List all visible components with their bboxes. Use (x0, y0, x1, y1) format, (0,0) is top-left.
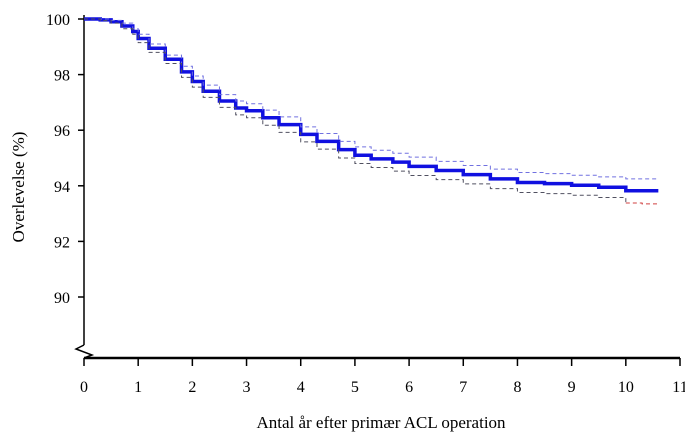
y-tick-label: 96 (54, 123, 70, 140)
axes (74, 15, 680, 360)
x-tick-label: 6 (405, 379, 413, 396)
y-ticks: 90 92 94 96 98 100 (46, 12, 84, 307)
x-tick-label: 8 (513, 379, 521, 396)
x-axis-title: Antal år efter primær ACL operation (256, 413, 506, 432)
x-tick-label: 11 (672, 379, 685, 396)
x-tick-label: 4 (297, 379, 305, 396)
x-tick-label: 3 (243, 379, 251, 396)
y-axis-title: Overlevelse (%) (9, 132, 28, 243)
y-tick-label: 100 (46, 12, 70, 29)
y-tick-label: 98 (54, 68, 70, 85)
x-tick-label: 2 (188, 379, 196, 396)
x-tick-label: 1 (134, 379, 142, 396)
lower-confidence-line-tail (625, 202, 659, 205)
y-axis-break-mark (74, 344, 95, 359)
x-tick-label: 10 (618, 379, 634, 396)
y-tick-label: 94 (54, 179, 70, 196)
lower-confidence-line (84, 18, 627, 204)
x-tick-label: 0 (80, 379, 88, 396)
series-layer (84, 17, 659, 205)
x-ticks: 0 1 2 3 4 5 6 7 8 9 10 11 (80, 358, 685, 396)
x-tick-label: 7 (459, 379, 467, 396)
x-tick-label: 9 (568, 379, 576, 396)
x-tick-label: 5 (351, 379, 359, 396)
survival-estimate-line (84, 17, 659, 193)
y-tick-label: 92 (54, 234, 70, 251)
y-tick-label: 90 (54, 290, 70, 307)
